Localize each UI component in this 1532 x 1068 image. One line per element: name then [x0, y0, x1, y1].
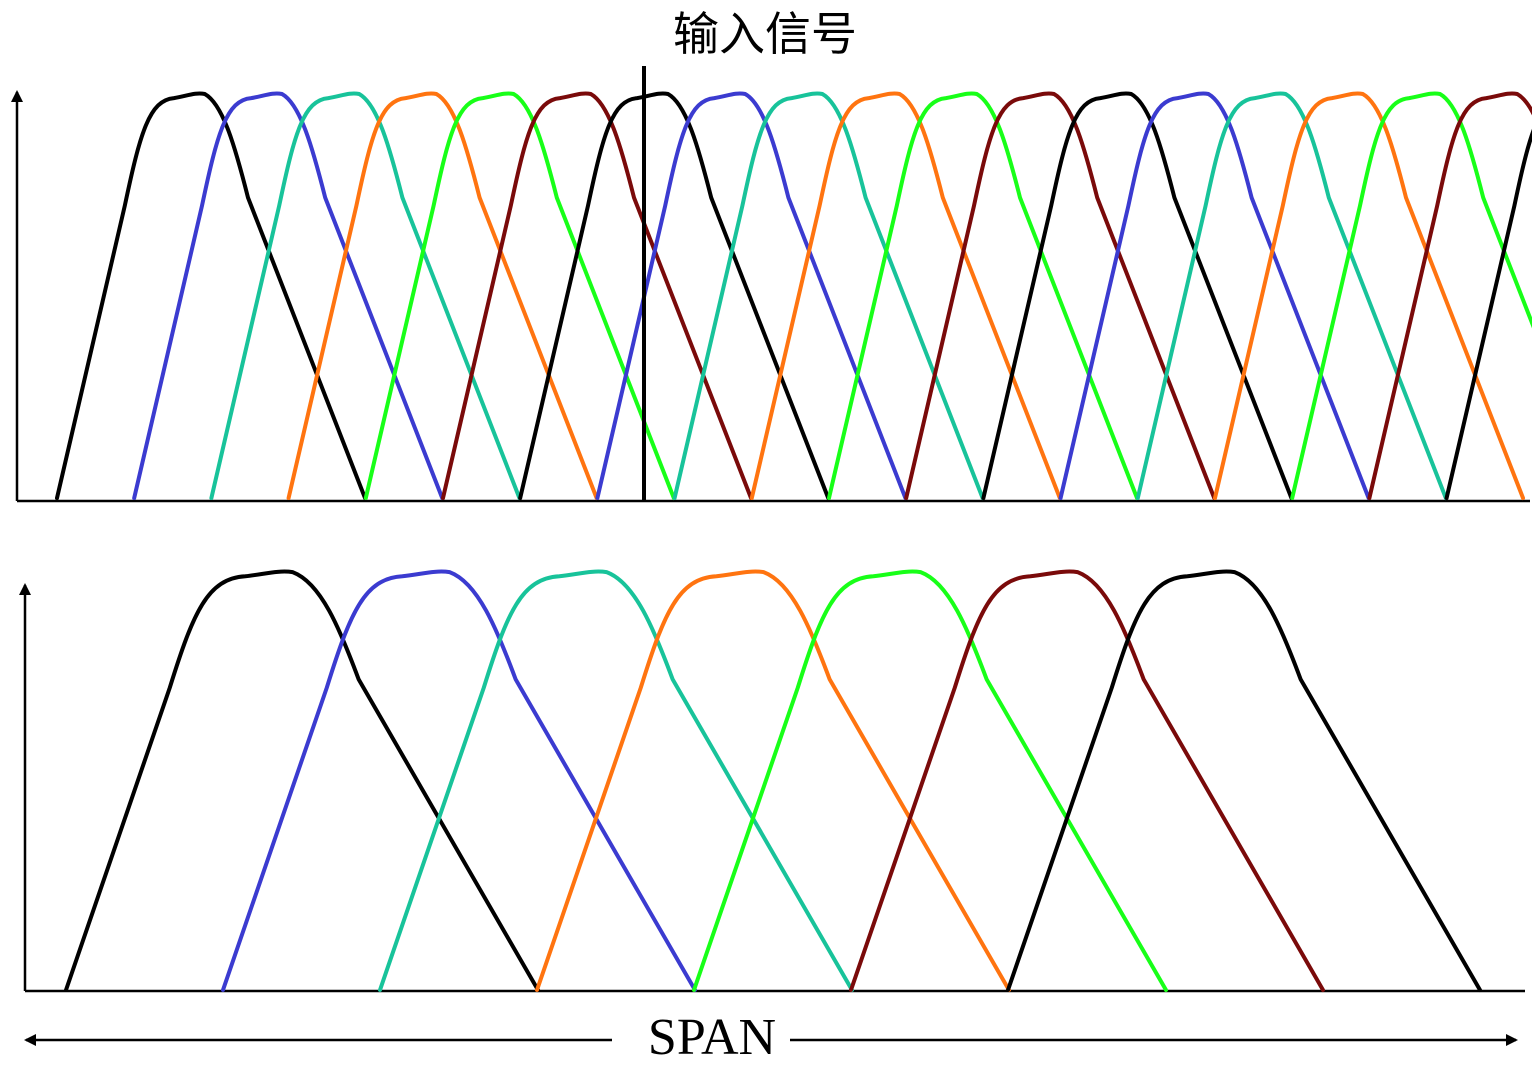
- bottom-filter-curve-2: [221, 569, 697, 992]
- top-filter-curve-12: [904, 91, 1217, 500]
- bottom-axes: [19, 583, 1525, 993]
- top-filter-curve-9: [672, 91, 985, 500]
- top-filter-curve-15: [1135, 91, 1448, 500]
- span-label: SPAN: [647, 1009, 777, 1066]
- top-filter-curves: [55, 91, 1532, 500]
- top-filter-curve-18: [1367, 91, 1532, 500]
- bottom-filter-curve-6: [849, 569, 1325, 992]
- top-filter-curve-19: [1444, 129, 1532, 500]
- input-signal-label: 输入信号: [673, 7, 857, 61]
- top-filter-curve-10: [749, 91, 1062, 500]
- top-filter-curve-13: [981, 91, 1294, 500]
- top-filter-curve-7: [518, 91, 831, 500]
- top-filter-curve-3: [209, 91, 522, 500]
- top-filter-curve-16: [1213, 91, 1525, 500]
- top-filter-curve-6: [441, 91, 753, 500]
- bottom-filter-curve-5: [692, 569, 1168, 992]
- bottom-filter-curve-4: [535, 569, 1011, 992]
- bottom-filter-curve-3: [378, 569, 854, 992]
- top-filter-curve-14: [1058, 91, 1371, 500]
- top-filter-curve-17: [1290, 91, 1532, 500]
- top-filter-curve-4: [286, 91, 599, 500]
- bottom-filter-curves: [64, 569, 1482, 992]
- top-filter-curve-11: [827, 91, 1139, 500]
- top-filter-curve-1: [55, 91, 367, 500]
- top-filter-curve-2: [132, 91, 445, 500]
- bottom-filter-curve-1: [64, 569, 540, 992]
- top-filter-curve-8: [595, 91, 908, 500]
- bottom-filter-curve-7: [1006, 569, 1482, 992]
- top-filter-curve-5: [363, 91, 676, 500]
- top-axes: [11, 90, 1530, 503]
